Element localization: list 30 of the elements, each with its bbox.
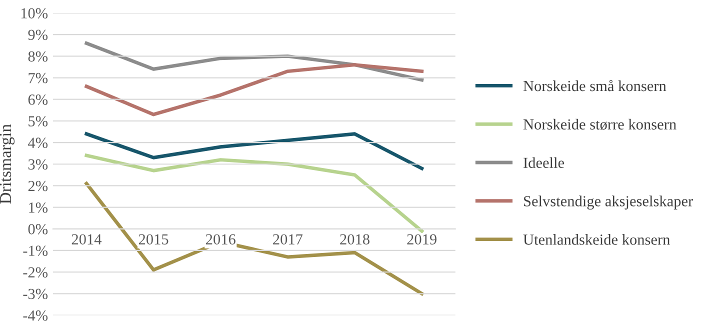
y-tick-label: 9% bbox=[28, 30, 48, 40]
y-axis-title: Dritsmargin bbox=[0, 124, 15, 204]
y-tick-label: 2% bbox=[28, 180, 48, 192]
y-tick-label: 6% bbox=[28, 94, 48, 105]
x-tick-label: 2018 bbox=[340, 234, 370, 245]
legend-label: Norskeide større konsern bbox=[523, 118, 676, 130]
legend-label: Selvstendige aksjeselskaper bbox=[524, 196, 693, 210]
line-series bbox=[84, 63, 424, 116]
line-series bbox=[84, 132, 424, 170]
y-tick-label: 0% bbox=[28, 224, 48, 234]
y-tick-label: 4% bbox=[28, 138, 48, 148]
y-tick-label: -4% bbox=[23, 310, 48, 321]
y-tick-label: 8% bbox=[28, 51, 48, 62]
x-tick-label: 2014 bbox=[72, 234, 102, 245]
y-tick-label: -3% bbox=[23, 288, 48, 300]
y-tick-label: 10% bbox=[21, 8, 48, 18]
x-tick-label: 2019 bbox=[407, 234, 436, 245]
legend-label: Ideelle bbox=[524, 157, 564, 168]
y-tick-label: 3% bbox=[28, 159, 48, 170]
y-tick-label: 7% bbox=[28, 72, 48, 84]
y-tick-label: 1% bbox=[29, 202, 48, 213]
line-series bbox=[84, 41, 424, 82]
y-tick-label: 5% bbox=[28, 116, 48, 126]
x-tick-label: 2015 bbox=[138, 234, 168, 245]
y-tick-label: -1% bbox=[23, 246, 48, 256]
y-tick-label: -2% bbox=[23, 267, 48, 278]
legend-label: Utenlandskeide konsern bbox=[523, 234, 670, 245]
line-series bbox=[84, 154, 424, 233]
legend-label: Norskeide små konsern bbox=[523, 80, 666, 92]
x-tick-label: 2017 bbox=[273, 234, 303, 245]
